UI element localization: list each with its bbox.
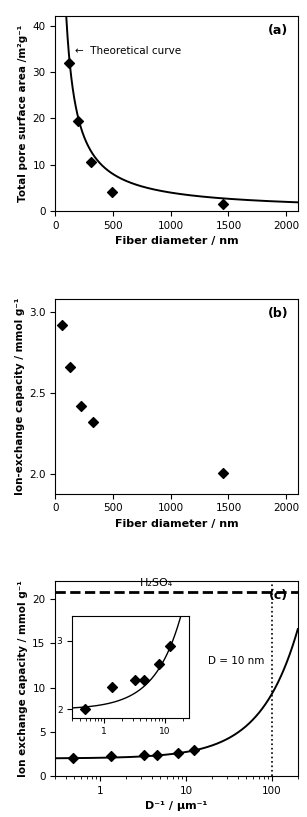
Point — [89, 156, 94, 169]
Point — [78, 400, 83, 413]
Text: H₂SO₄: H₂SO₄ — [140, 578, 173, 587]
Text: (a): (a) — [268, 25, 288, 37]
Text: (c): (c) — [269, 589, 288, 602]
Text: ←  Theoretical curve: ← Theoretical curve — [75, 47, 181, 56]
Y-axis label: Total pore surface area /m²g⁻¹: Total pore surface area /m²g⁻¹ — [18, 25, 28, 203]
Point — [175, 746, 180, 759]
X-axis label: D⁻¹ / μm⁻¹: D⁻¹ / μm⁻¹ — [145, 801, 208, 811]
Text: (b): (b) — [267, 306, 288, 319]
Point — [76, 114, 81, 127]
Point — [60, 319, 65, 332]
X-axis label: Fiber diameter / nm: Fiber diameter / nm — [115, 236, 238, 247]
Point — [70, 752, 75, 765]
Point — [109, 185, 114, 199]
Point — [141, 748, 146, 761]
X-axis label: Fiber diameter / nm: Fiber diameter / nm — [115, 519, 238, 529]
Point — [220, 466, 225, 479]
Point — [154, 748, 159, 761]
Y-axis label: Ion-exchange capacity / mmol g⁻¹: Ion-exchange capacity / mmol g⁻¹ — [15, 297, 25, 495]
Point — [220, 198, 225, 211]
Point — [109, 749, 114, 762]
Point — [68, 360, 73, 373]
Point — [192, 743, 197, 757]
Y-axis label: Ion exchange capacity / mmol g⁻¹: Ion exchange capacity / mmol g⁻¹ — [18, 580, 28, 777]
Text: D = 10 nm: D = 10 nm — [208, 656, 264, 666]
Point — [91, 416, 96, 429]
Point — [67, 56, 72, 69]
